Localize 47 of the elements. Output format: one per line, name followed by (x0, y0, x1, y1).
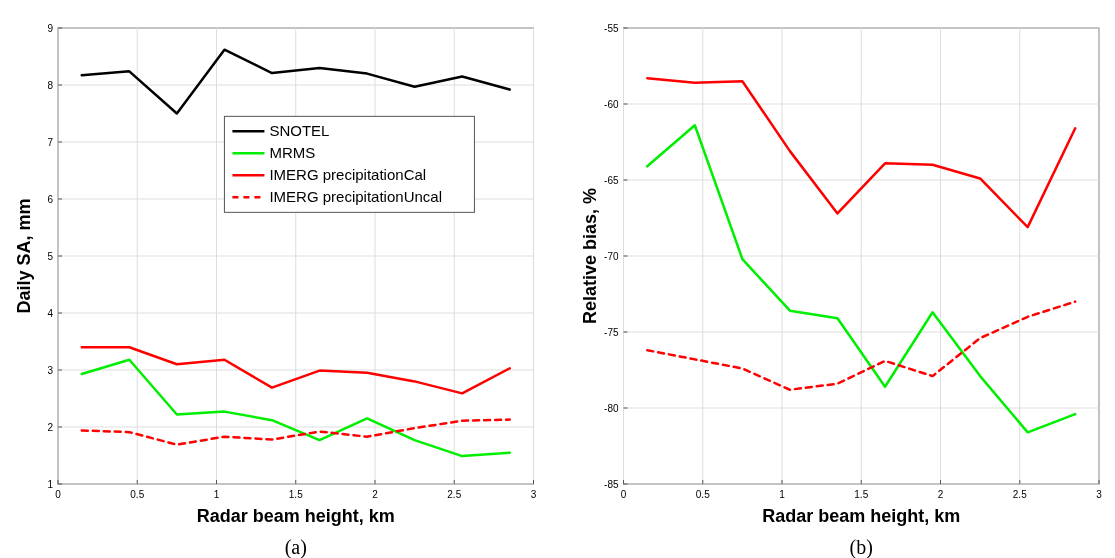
x-tick-label: 2 (372, 489, 379, 500)
y-axis-title: Daily SA, mm (14, 198, 34, 314)
y-tick-label: 7 (47, 137, 54, 148)
y-axis-title: Relative bias, % (579, 187, 600, 325)
y-tick-label: 8 (47, 80, 54, 91)
y-tick-label: -70 (604, 251, 619, 262)
line-series (646, 300, 1077, 392)
x-tick-label: 1 (213, 489, 220, 500)
y-tick-label: -85 (604, 479, 619, 490)
x-axis-title: Radar beam height, km (196, 506, 395, 526)
line-series (80, 48, 511, 115)
line-series (646, 76, 1077, 229)
y-tick-label: 5 (47, 251, 54, 262)
line-series (80, 418, 511, 446)
x-tick-label: 0 (55, 489, 62, 500)
x-tick-label: 2 (937, 489, 944, 500)
legend-label: IMERG precipitationUncal (269, 188, 442, 206)
line-series (646, 124, 1077, 434)
y-tick-label: 3 (47, 365, 54, 376)
x-tick-label: 1.5 (854, 489, 869, 500)
y-tick-label: -80 (604, 403, 619, 414)
x-tick-label: 0.5 (130, 489, 145, 500)
y-tick-label: -65 (604, 175, 619, 186)
y-tick-label: 4 (47, 308, 54, 319)
line-series (80, 345, 511, 395)
x-tick-label: 0 (620, 489, 627, 500)
x-tick-label: 3 (1096, 489, 1103, 500)
y-tick-label: 6 (47, 194, 54, 205)
text: (a) (284, 536, 307, 558)
legend-label: SNOTEL (269, 122, 330, 140)
legend-label: MRMS (269, 144, 316, 162)
y-tick-label: 9 (47, 23, 54, 34)
line-series (80, 358, 511, 458)
text: (b) (849, 536, 873, 558)
x-tick-label: 0.5 (695, 489, 711, 500)
legend-label: IMERG precipitationCal (269, 166, 427, 184)
y-tick-label: 1 (47, 479, 54, 490)
x-axis-title: Radar beam height, km (762, 506, 961, 526)
x-tick-label: 1 (779, 489, 786, 500)
x-tick-label: 2.5 (1012, 489, 1028, 500)
x-tick-label: 1.5 (288, 489, 304, 500)
y-tick-label: -75 (604, 327, 619, 338)
y-tick-label: 2 (47, 422, 54, 433)
y-tick-label: -60 (604, 99, 619, 110)
x-tick-label: 2.5 (447, 489, 462, 500)
x-tick-label: 3 (530, 489, 537, 500)
y-tick-label: -55 (604, 23, 619, 34)
